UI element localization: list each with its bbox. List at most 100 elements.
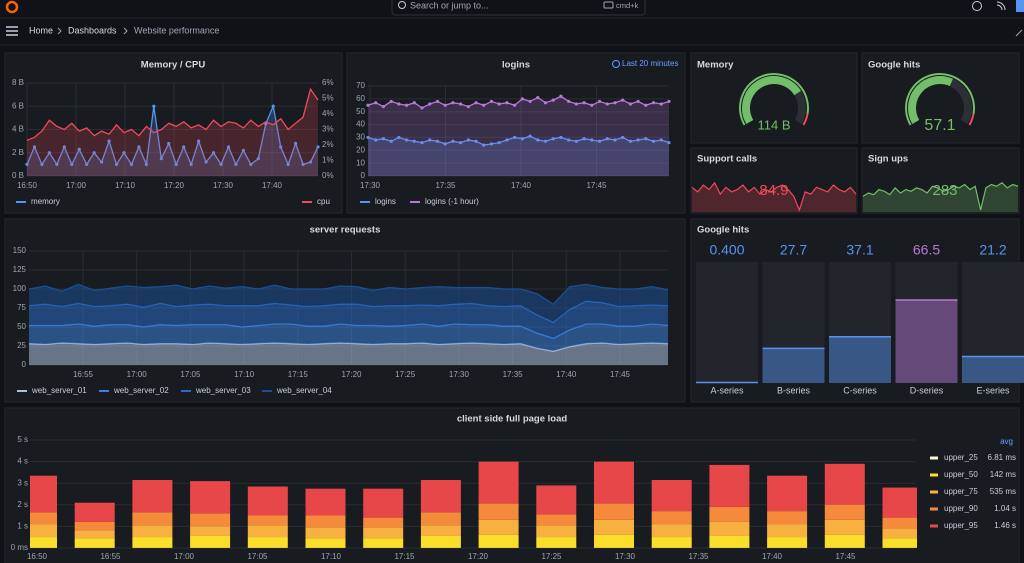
bar-segment (824, 519, 865, 535)
search-box[interactable] (391, 0, 646, 16)
data-point (636, 99, 640, 104)
bar-segment (536, 537, 577, 548)
data-point (25, 162, 29, 166)
data-point (466, 104, 470, 109)
data-point (435, 99, 440, 104)
breadcrumb-item[interactable]: Home (29, 25, 53, 35)
bar-segment (247, 537, 288, 548)
data-point (597, 139, 602, 143)
data-point (366, 103, 370, 107)
series-line (28, 283, 669, 306)
data-point (308, 160, 313, 164)
y2-tick-label: 2% (322, 140, 334, 149)
bar-segment (30, 475, 57, 513)
bar-segment (767, 475, 808, 512)
bar-value-label: 66.5 (913, 242, 940, 258)
data-point (605, 137, 609, 141)
bar-segment (74, 502, 115, 522)
gauge-threshold (802, 113, 809, 126)
data-point (435, 139, 440, 143)
data-point (451, 101, 455, 105)
data-point (667, 99, 671, 104)
profile-icon[interactable] (1016, 0, 1024, 12)
time-range[interactable]: Last 20 minutes (622, 59, 678, 68)
bar-segment (882, 487, 917, 518)
data-point (443, 142, 447, 146)
x-tick-label: 17:45 (610, 370, 631, 379)
legend-label: web_server_04 (276, 386, 332, 395)
data-point (644, 103, 648, 107)
data-point (420, 140, 424, 145)
bar-track (696, 262, 758, 383)
bar-category-label: E-series (976, 385, 1010, 395)
data-point (226, 145, 231, 149)
y-tick-label: 60 (356, 94, 365, 103)
data-point (100, 160, 104, 164)
panel-title: Google hits (697, 225, 749, 236)
bar-segment (594, 503, 634, 520)
bar-segment (305, 538, 346, 548)
breadcrumb-item: Website performance (134, 25, 219, 35)
help-icon[interactable] (972, 1, 982, 11)
y2-tick-label: 3% (322, 125, 334, 134)
legend-label: upper_90 (944, 504, 978, 513)
y-tick-label: 0 B (12, 171, 24, 180)
search-shortcut: cmd+k (616, 1, 639, 10)
bar-value-label: 37.1 (846, 242, 873, 258)
panel-title: Memory (697, 60, 734, 71)
data-point (520, 137, 524, 141)
series-area (29, 343, 668, 365)
data-point (574, 139, 578, 143)
bar-segment (709, 535, 750, 548)
bar-segment (594, 534, 634, 548)
data-point (197, 139, 201, 143)
data-point (294, 141, 298, 146)
data-point (256, 156, 260, 161)
series-line (367, 95, 670, 109)
bar-segment (132, 537, 173, 548)
y-tick-label: 0 (361, 171, 366, 180)
legend-label: upper_25 (944, 453, 978, 462)
bar-segment (594, 519, 634, 535)
bar-segment (363, 527, 404, 539)
data-point (389, 139, 393, 143)
y-tick-label: 150 (13, 246, 27, 255)
bar-segment (363, 538, 404, 548)
data-point (536, 95, 540, 100)
sparkline (862, 182, 1019, 211)
news-icon[interactable] (996, 1, 1006, 11)
bar-segment (882, 528, 917, 539)
bar-value-label: 21.2 (979, 242, 1006, 258)
y2-tick-label: 0% (322, 171, 334, 180)
bar-segment (363, 517, 404, 528)
collapse-icon[interactable] (1015, 29, 1023, 37)
data-point (204, 160, 208, 164)
data-point (40, 162, 44, 166)
x-tick-label: 17:30 (213, 181, 234, 190)
data-point (316, 145, 320, 149)
data-point (420, 106, 424, 110)
x-tick-label: 16:55 (73, 370, 94, 379)
data-point (628, 102, 633, 106)
y-tick-label: 0 ms (11, 543, 28, 552)
bar (762, 348, 825, 383)
x-tick-label: 17:15 (288, 370, 309, 379)
data-point (129, 162, 134, 166)
data-point (279, 145, 283, 149)
breadcrumb-item[interactable]: Dashboards (68, 25, 117, 35)
data-point (497, 140, 501, 145)
data-point (366, 135, 370, 140)
x-tick-label: 17:05 (180, 370, 201, 379)
y-tick-label: 1 s (17, 522, 28, 531)
bar-segment (30, 537, 57, 548)
data-point (412, 139, 416, 143)
bar-segment (420, 535, 461, 548)
logo[interactable] (5, 0, 19, 14)
bar-segment (536, 485, 577, 515)
menu-icon[interactable] (6, 26, 18, 36)
data-point (474, 139, 478, 143)
y-tick-label: 75 (17, 303, 26, 312)
data-point (659, 102, 663, 106)
bar-track (895, 262, 958, 383)
bar-segment (190, 526, 231, 536)
